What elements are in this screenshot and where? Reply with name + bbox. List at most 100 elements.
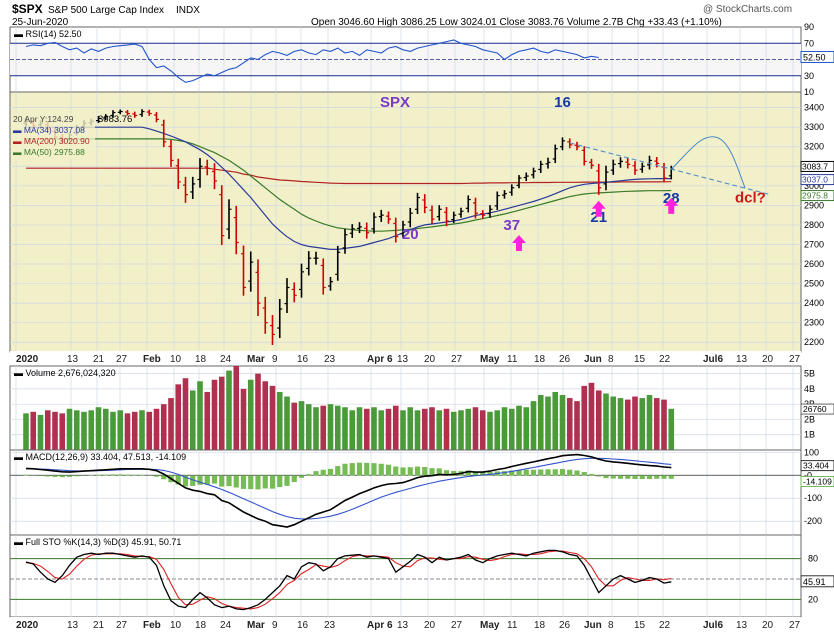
price-bar [415, 192, 420, 214]
volume-bar [189, 390, 196, 450]
macd-histogram-bar [117, 474, 123, 476]
price-tick-label: 2400 [804, 298, 824, 308]
price-bar [262, 296, 268, 334]
volume-bar [385, 408, 392, 450]
macd-histogram-bar [538, 469, 544, 476]
macd-value-label: 33.404 [803, 461, 829, 471]
volume-bar [23, 413, 29, 450]
date-axis-tick-label: 10 [170, 354, 182, 365]
volume-bar [66, 408, 73, 450]
volume-bar [523, 407, 530, 450]
price-bar [168, 140, 174, 167]
price-bar [647, 155, 652, 170]
volume-bar [436, 410, 443, 450]
price-bar [284, 278, 290, 313]
cycle-label: 21 [590, 209, 607, 226]
arrow-up-icon [591, 200, 606, 217]
price-bar [139, 109, 145, 117]
macd-hist-value-label: -14.109 [803, 477, 832, 487]
date-axis-tick-label: 24 [220, 354, 232, 365]
price-bar [161, 119, 167, 148]
price-bar [465, 195, 471, 213]
date-axis-tick-label: 15 [634, 354, 646, 365]
volume-bar [588, 382, 595, 450]
macd-histogram-bar [124, 474, 131, 476]
macd-histogram-bar [139, 474, 145, 476]
macd-histogram-bar [625, 475, 631, 479]
macd-histogram-bar [349, 463, 355, 476]
volume-bar [160, 404, 167, 450]
macd-histogram-bar [342, 463, 348, 476]
volume-value-label: 26760 [803, 404, 827, 414]
macd-histogram-bar [277, 475, 283, 488]
price-bar [458, 207, 464, 218]
macd-histogram-bar [335, 466, 341, 476]
price-tick-label: 2600 [804, 259, 824, 269]
macd-histogram-bar [516, 469, 522, 476]
date-axis-tick-label: 11 [507, 354, 518, 365]
macd-histogram-bar [240, 475, 247, 489]
price-tick-label: 3300 [804, 122, 824, 132]
volume-bar [44, 410, 51, 450]
macd-histogram-bar [552, 469, 558, 476]
macd-histogram-bar [204, 475, 210, 485]
macd-histogram-bar [364, 462, 370, 476]
stoch-frame [9, 534, 802, 618]
macd-tick-label: -200 [804, 516, 822, 526]
bottom-date-axis-tick-label: Mar [247, 620, 265, 631]
price-bar [494, 191, 500, 210]
watermark: @ StockCharts.com [703, 4, 792, 15]
volume-bar [327, 404, 334, 450]
cycle-label: 37 [503, 217, 520, 234]
exchange: INDX [176, 5, 200, 16]
price-bar [364, 222, 370, 239]
volume-bar [102, 408, 109, 450]
volume-bar [298, 401, 305, 450]
volume-tick-label: 4B [804, 384, 815, 394]
price-tick-label: 2900 [804, 200, 824, 210]
price-bar [574, 141, 580, 151]
price-bar [146, 109, 152, 116]
volume-bar [378, 410, 385, 450]
volume-bar [349, 410, 356, 450]
price-bar [110, 110, 116, 118]
price-value-label: 3083.7 [802, 161, 828, 171]
bottom-date-axis-tick-label: 10 [170, 620, 182, 631]
price-value-label: 2975.8 [802, 191, 828, 201]
rsi-tick-label: 10 [804, 87, 814, 97]
macd-histogram-bar [407, 467, 413, 476]
volume-bar [653, 398, 660, 450]
price-bar [277, 299, 283, 339]
volume-bar [131, 411, 138, 450]
macd-histogram-bar [393, 466, 399, 476]
volume-bar [262, 381, 269, 450]
volume-value-box [800, 403, 834, 415]
macd-histogram-bar [298, 475, 305, 478]
stoch-panel: 80502045.91▬ Full STO %K(14,3) %D(3) 45.… [9, 534, 834, 618]
macd-histogram-bar [320, 469, 326, 476]
macd-histogram-bar [480, 472, 486, 476]
date-axis-tick-label: Mar [247, 354, 265, 365]
volume-bar [472, 407, 479, 450]
stoch-tick-label: 80 [808, 554, 818, 564]
volume-bar [240, 388, 247, 450]
macd-hist-value-box [800, 476, 834, 488]
volume-bar [334, 405, 341, 450]
price-bar [610, 159, 616, 175]
volume-bar [479, 410, 486, 450]
date-axis-tick-label: 20 [424, 354, 436, 365]
date-axis-tick-label: 23 [324, 354, 336, 365]
date-axis-tick-label: 21 [93, 354, 105, 365]
rsi-line [25, 39, 599, 83]
volume-bar [400, 410, 406, 450]
price-bar [132, 111, 138, 118]
bottom-date-axis-tick-label: Feb [143, 620, 161, 631]
macd-histogram-bar [610, 475, 616, 479]
macd-histogram-bar [182, 475, 189, 487]
stoch-tick-label: 20 [808, 594, 818, 604]
volume-bar [226, 370, 232, 450]
volume-tick-label: 1B [804, 430, 815, 440]
price-bar [618, 157, 623, 168]
macd-histogram-bar [313, 471, 319, 476]
